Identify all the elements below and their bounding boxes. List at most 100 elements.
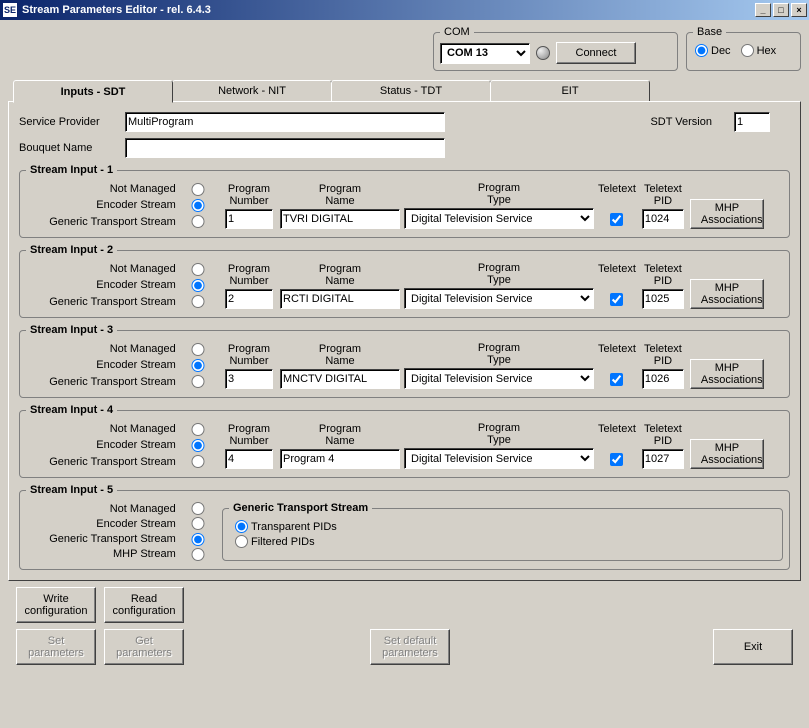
- stream1-gts-radio[interactable]: [180, 215, 216, 228]
- stream5-gts-radio[interactable]: [180, 533, 216, 546]
- stream1-not-managed-label: Not Managed: [26, 183, 176, 195]
- program-number-input-2[interactable]: [225, 289, 273, 309]
- stream4-encoder-radio[interactable]: [180, 439, 216, 452]
- tab-network-nit[interactable]: Network - NIT: [172, 80, 332, 102]
- tab-status-tdt[interactable]: Status - TDT: [331, 80, 491, 102]
- mhp-associations-button-1[interactable]: MHP Associations: [690, 199, 764, 229]
- mhp-associations-button-2[interactable]: MHP Associations: [690, 279, 764, 309]
- stream-input-5: Stream Input - 5 Not Managed Encoder Str…: [19, 484, 790, 570]
- stream3-gts-radio[interactable]: [180, 375, 216, 388]
- stream1-encoder-label: Encoder Stream: [26, 199, 176, 211]
- teletext-pid-input-1[interactable]: [642, 209, 684, 229]
- stream5-gts-label: Generic Transport Stream: [26, 533, 176, 545]
- gts-options-group: Generic Transport Stream Transparent PID…: [222, 502, 783, 561]
- teletext-pid-header: TeletextPID: [640, 423, 686, 447]
- teletext-pid-header: TeletextPID: [640, 343, 686, 367]
- program-type-select-2[interactable]: Digital Television Service: [404, 288, 594, 309]
- connect-button[interactable]: Connect: [556, 42, 636, 64]
- stream3-not-managed-label: Not Managed: [26, 343, 176, 355]
- program-number-input-4[interactable]: [225, 449, 273, 469]
- stream2-gts-radio[interactable]: [180, 295, 216, 308]
- service-provider-input[interactable]: [125, 112, 445, 132]
- program-number-header: ProgramNumber: [222, 343, 276, 367]
- set-parameters-button[interactable]: Set parameters: [16, 629, 96, 665]
- teletext-checkbox-1[interactable]: [610, 213, 623, 226]
- program-type-header: ProgramType: [404, 342, 594, 366]
- base-legend: Base: [693, 26, 726, 38]
- teletext-pid-input-4[interactable]: [642, 449, 684, 469]
- program-name-header: ProgramName: [280, 343, 400, 367]
- stream2-not-managed-radio[interactable]: [180, 263, 216, 276]
- teletext-pid-input-3[interactable]: [642, 369, 684, 389]
- exit-button[interactable]: Exit: [713, 629, 793, 665]
- program-type-header: ProgramType: [404, 182, 594, 206]
- stream-input-4: Stream Input - 4 Not Managed Encoder Str…: [19, 404, 790, 478]
- gts-filtered-radio[interactable]: [235, 535, 248, 548]
- base-dec-radio[interactable]: [695, 44, 708, 57]
- set-default-parameters-button[interactable]: Set default parameters: [370, 629, 450, 665]
- stream5-mhp-radio[interactable]: [180, 548, 216, 561]
- sdt-version-input[interactable]: [734, 112, 770, 132]
- stream3-gts-label: Generic Transport Stream: [26, 376, 176, 388]
- stream1-encoder-radio[interactable]: [180, 199, 216, 212]
- window-title: Stream Parameters Editor - rel. 6.4.3: [22, 4, 755, 16]
- stream-title-2: Stream Input - 2: [26, 244, 117, 256]
- base-group: Base Dec Hex: [686, 26, 801, 71]
- teletext-checkbox-3[interactable]: [610, 373, 623, 386]
- tab-strip: Inputs - SDT Network - NIT Status - TDT …: [14, 80, 801, 102]
- tab-eit[interactable]: EIT: [490, 80, 650, 102]
- program-name-input-2[interactable]: [280, 289, 400, 309]
- teletext-checkbox-4[interactable]: [610, 453, 623, 466]
- mhp-associations-button-3[interactable]: MHP Associations: [690, 359, 764, 389]
- tab-inputs-sdt[interactable]: Inputs - SDT: [13, 80, 173, 103]
- base-dec-option[interactable]: Dec: [695, 44, 731, 57]
- program-type-header: ProgramType: [404, 422, 594, 446]
- program-name-header: ProgramName: [280, 183, 400, 207]
- mhp-associations-button-4[interactable]: MHP Associations: [690, 439, 764, 469]
- base-hex-option[interactable]: Hex: [741, 44, 777, 57]
- gts-legend: Generic Transport Stream: [229, 502, 372, 514]
- close-button[interactable]: ×: [791, 3, 807, 17]
- read-configuration-button[interactable]: Read configuration: [104, 587, 184, 623]
- stream3-not-managed-radio[interactable]: [180, 343, 216, 356]
- teletext-pid-input-2[interactable]: [642, 289, 684, 309]
- program-name-input-1[interactable]: [280, 209, 400, 229]
- stream4-gts-radio[interactable]: [180, 455, 216, 468]
- program-number-input-3[interactable]: [225, 369, 273, 389]
- program-type-header: ProgramType: [404, 262, 594, 286]
- program-type-select-3[interactable]: Digital Television Service: [404, 368, 594, 389]
- program-number-input-1[interactable]: [225, 209, 273, 229]
- program-name-input-4[interactable]: [280, 449, 400, 469]
- program-name-header: ProgramName: [280, 263, 400, 287]
- stream5-encoder-radio[interactable]: [180, 517, 216, 530]
- gts-transparent-radio[interactable]: [235, 520, 248, 533]
- gts-transparent-option[interactable]: Transparent PIDs: [235, 520, 770, 533]
- stream1-not-managed-radio[interactable]: [180, 183, 216, 196]
- base-hex-radio[interactable]: [741, 44, 754, 57]
- program-name-input-3[interactable]: [280, 369, 400, 389]
- maximize-button[interactable]: □: [773, 3, 789, 17]
- minimize-button[interactable]: _: [755, 3, 771, 17]
- stream5-encoder-label: Encoder Stream: [26, 518, 176, 530]
- com-legend: COM: [440, 26, 474, 38]
- program-type-select-4[interactable]: Digital Television Service: [404, 448, 594, 469]
- stream2-gts-label: Generic Transport Stream: [26, 296, 176, 308]
- gts-filtered-option[interactable]: Filtered PIDs: [235, 535, 770, 548]
- get-parameters-button[interactable]: Get parameters: [104, 629, 184, 665]
- stream3-encoder-radio[interactable]: [180, 359, 216, 372]
- stream5-not-managed-radio[interactable]: [180, 502, 216, 515]
- com-port-select[interactable]: COM 13: [440, 43, 530, 64]
- bouquet-name-input[interactable]: [125, 138, 445, 158]
- write-configuration-button[interactable]: Write configuration: [16, 587, 96, 623]
- stream-input-3: Stream Input - 3 Not Managed Encoder Str…: [19, 324, 790, 398]
- stream-title-3: Stream Input - 3: [26, 324, 117, 336]
- program-number-header: ProgramNumber: [222, 183, 276, 207]
- stream-title-4: Stream Input - 4: [26, 404, 117, 416]
- teletext-pid-header: TeletextPID: [640, 263, 686, 287]
- teletext-checkbox-2[interactable]: [610, 293, 623, 306]
- program-type-select-1[interactable]: Digital Television Service: [404, 208, 594, 229]
- program-number-header: ProgramNumber: [222, 423, 276, 447]
- stream4-not-managed-radio[interactable]: [180, 423, 216, 436]
- stream4-not-managed-label: Not Managed: [26, 423, 176, 435]
- stream2-encoder-radio[interactable]: [180, 279, 216, 292]
